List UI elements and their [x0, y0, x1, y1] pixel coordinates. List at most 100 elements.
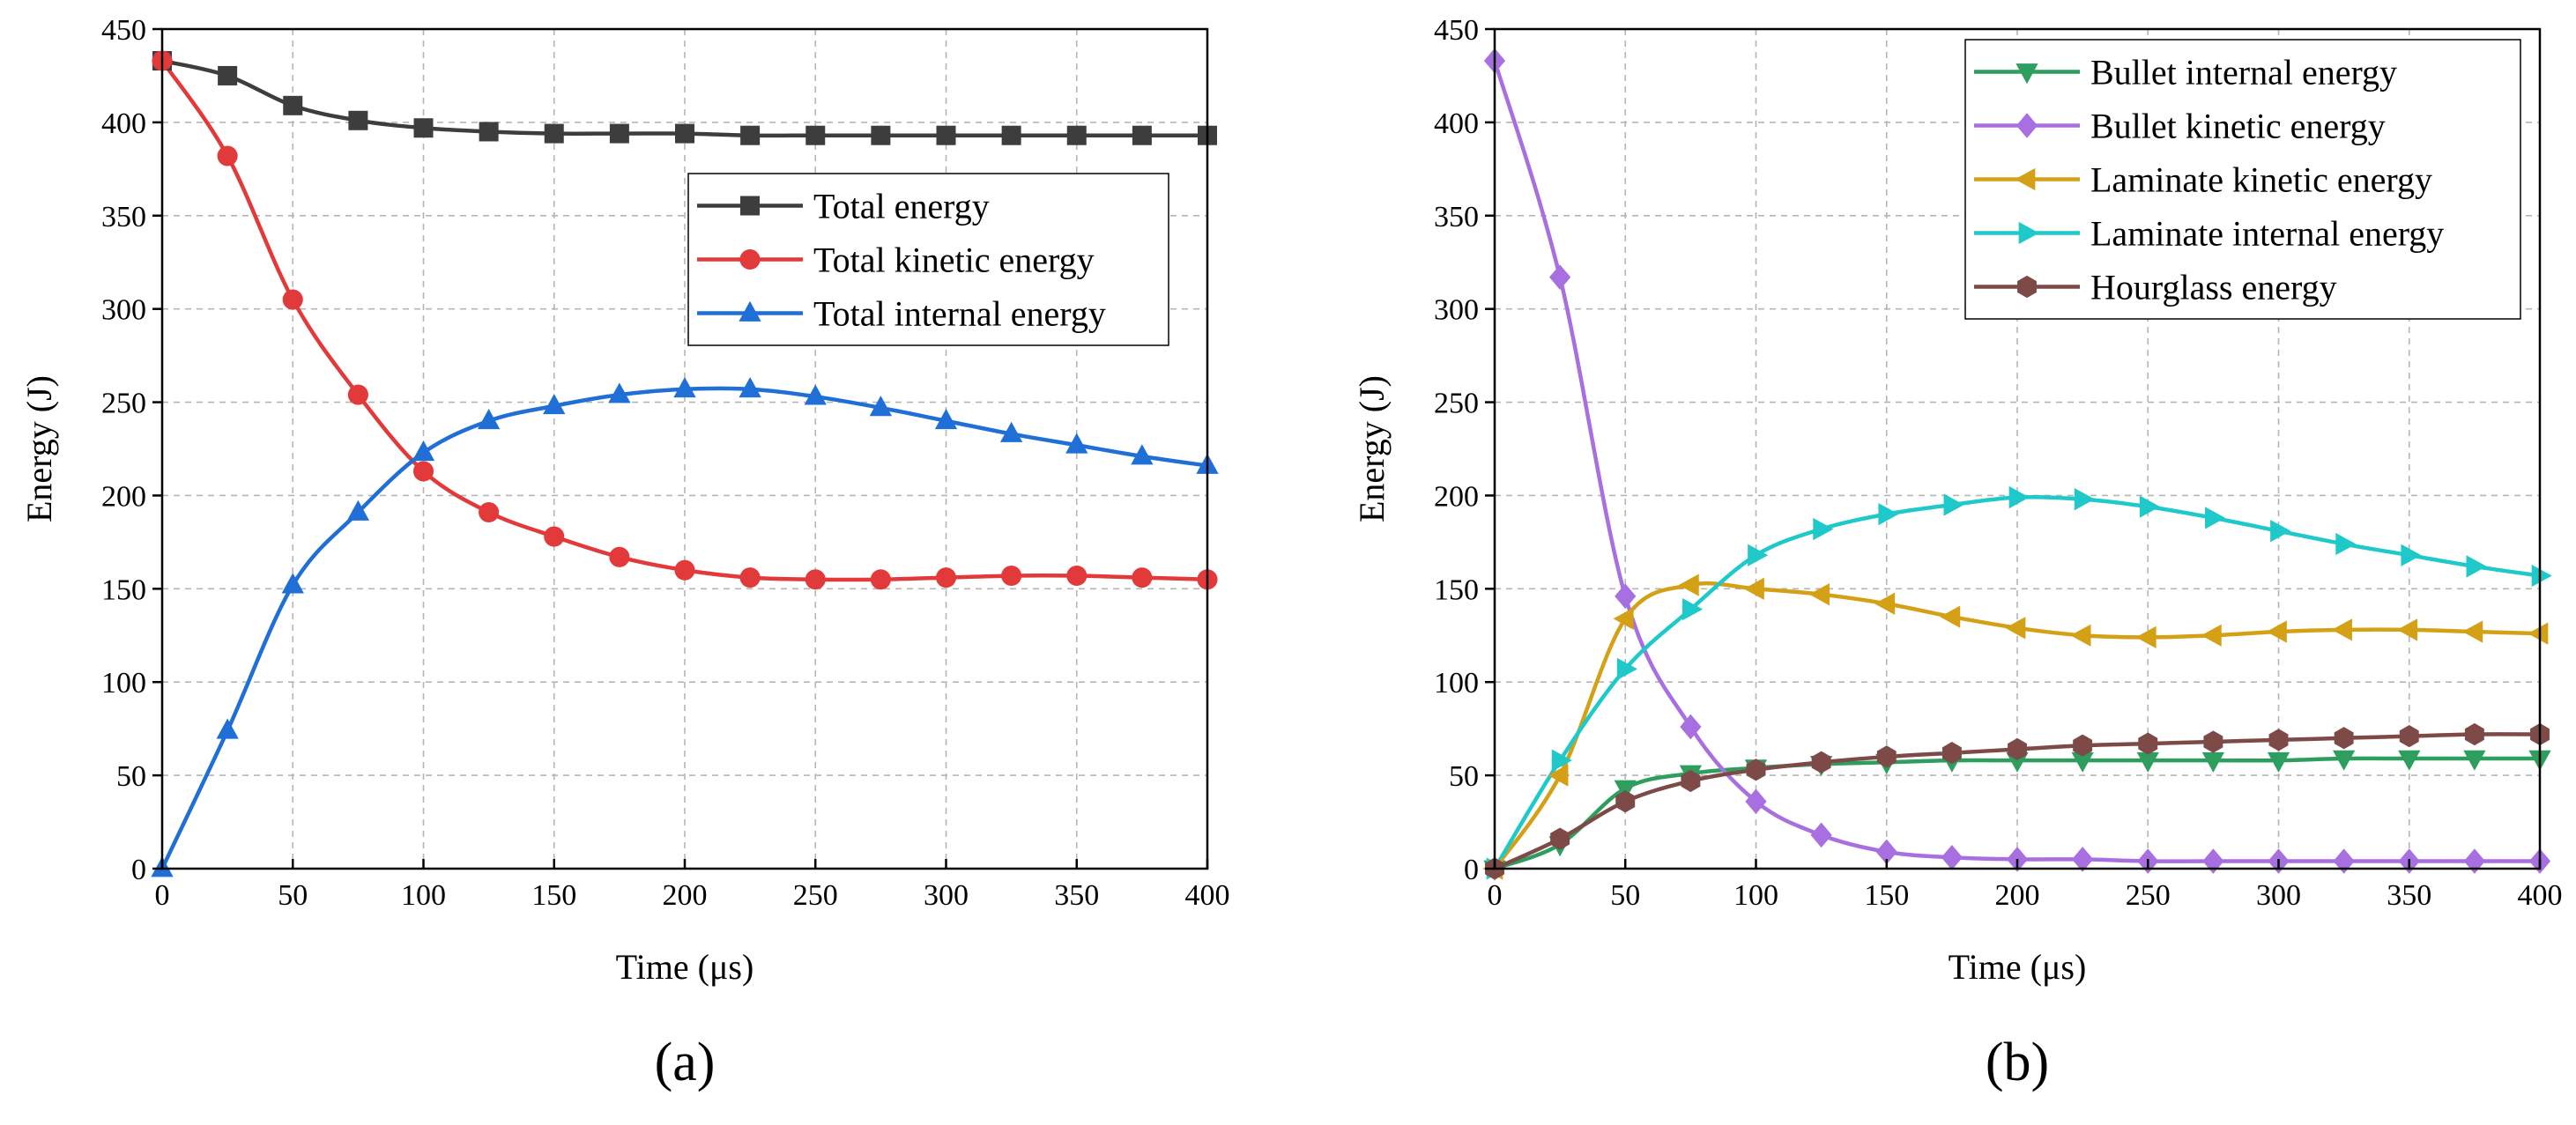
- data-point-2-16: [2528, 622, 2549, 645]
- y-axis-label: Energy (J): [19, 375, 59, 522]
- data-point-0-13: [2332, 750, 2356, 771]
- data-point-0-14: [1066, 125, 1087, 145]
- data-point-2-9: [2070, 624, 2091, 647]
- legend-label-0: Total energy: [813, 187, 990, 226]
- data-point-0-15: [2463, 750, 2486, 771]
- data-point-4-10: [2138, 732, 2158, 755]
- legend-label-4: Hourglass energy: [2090, 268, 2337, 307]
- data-point-2-14: [1065, 433, 1088, 454]
- legend-marker-0: [2016, 63, 2038, 85]
- x-tick-label: 300: [924, 879, 969, 912]
- chart-b: 0 50 100 150 200 250 300 350 400 0 50 100 150 200 250 3…: [1352, 14, 2563, 1092]
- data-point-2-13: [999, 421, 1023, 442]
- data-point-4-9: [2073, 734, 2093, 757]
- data-point-2-12: [2266, 620, 2287, 643]
- data-point-0-7: [609, 123, 629, 144]
- data-point-2-6: [543, 394, 566, 415]
- data-point-1-5: [479, 501, 500, 523]
- data-point-2-1: [1548, 764, 1569, 787]
- legend: Bullet internal energy Bullet kinetic ene…: [1964, 39, 2521, 320]
- data-point-2-10: [804, 384, 827, 405]
- data-point-2-9: [739, 376, 761, 398]
- legend-marker-3: [2018, 221, 2039, 245]
- data-point-3-15: [2466, 555, 2487, 578]
- data-point-2-5: [477, 408, 501, 430]
- data-point-0-15: [1132, 125, 1152, 145]
- data-point-1-13: [1001, 565, 1022, 587]
- data-point-4-13: [2334, 727, 2354, 750]
- x-tick-label: 200: [663, 879, 708, 912]
- data-point-1-3: [1680, 714, 1702, 740]
- data-point-4-7: [1941, 742, 1962, 765]
- y-tick-label: 450: [101, 14, 146, 47]
- data-point-0-10: [2136, 751, 2159, 773]
- data-point-2-6: [1874, 592, 1896, 615]
- y-tick-label: 100: [101, 667, 146, 699]
- x-tick-label: 350: [2387, 879, 2431, 912]
- data-point-4-6: [1876, 745, 1897, 768]
- data-point-2-11: [869, 396, 893, 417]
- x-tick-label: 400: [1185, 879, 1230, 912]
- data-point-0-9: [2071, 751, 2094, 773]
- data-point-4-12: [2268, 729, 2289, 751]
- data-point-0-9: [740, 125, 761, 145]
- data-point-0-10: [805, 125, 826, 145]
- data-point-1-6: [544, 526, 565, 547]
- data-point-1-4: [1745, 788, 1767, 815]
- y-tick-label: 0: [1464, 854, 1479, 886]
- legend-marker-4: [2017, 275, 2037, 299]
- x-tick-label: 250: [793, 879, 838, 912]
- x-tick-label: 150: [531, 879, 576, 912]
- data-point-0-2: [283, 95, 303, 115]
- y-tick-label: 100: [1434, 667, 1479, 699]
- y-tick-label: 250: [101, 388, 146, 420]
- data-point-0-8: [675, 123, 694, 144]
- data-point-1-13: [2333, 848, 2355, 874]
- x-tick-label: 250: [2126, 879, 2171, 912]
- data-point-3-3: [1682, 597, 1704, 621]
- x-tick-label: 400: [2518, 879, 2563, 912]
- data-point-4-14: [2399, 724, 2419, 748]
- data-point-2-10: [2135, 625, 2157, 649]
- data-point-0-3: [348, 110, 368, 130]
- data-point-4-3: [1681, 769, 1701, 793]
- y-tick-label: 350: [1434, 201, 1479, 233]
- data-point-0-8: [2006, 751, 2029, 773]
- data-point-1-10: [805, 569, 826, 590]
- data-point-0-11: [2201, 751, 2225, 773]
- x-tick-label: 0: [1488, 879, 1503, 912]
- data-point-2-3: [346, 500, 370, 521]
- data-point-4-2: [1615, 790, 1636, 813]
- data-point-1-1: [217, 145, 238, 167]
- data-point-0-1: [218, 65, 238, 85]
- data-point-0-14: [2398, 750, 2421, 771]
- y-tick-label: 200: [101, 480, 146, 513]
- data-point-3-13: [2335, 532, 2357, 556]
- data-point-2-3: [1678, 574, 1699, 596]
- x-tick-label: 150: [1864, 879, 1909, 912]
- data-point-1-9: [2072, 847, 2094, 872]
- x-tick-label: 0: [155, 879, 170, 912]
- legend: Total energy Total kinetic energy Total in…: [687, 173, 1169, 346]
- data-point-1-4: [412, 461, 434, 482]
- data-point-1-15: [2463, 848, 2485, 874]
- legend-label-1: Total kinetic energy: [813, 241, 1095, 280]
- x-tick-label: 50: [278, 879, 308, 912]
- data-point-3-4: [1748, 544, 1769, 566]
- data-point-2-4: [1743, 577, 1764, 600]
- y-tick-label: 0: [131, 854, 146, 886]
- data-point-3-8: [2008, 485, 2030, 509]
- data-point-4-5: [1811, 751, 1831, 773]
- data-point-3-1: [1551, 749, 1572, 772]
- data-point-3-9: [2074, 488, 2095, 511]
- legend-marker-0: [740, 196, 760, 216]
- x-tick-label: 100: [401, 879, 446, 912]
- data-point-1-2: [1615, 583, 1637, 610]
- data-point-1-6: [1875, 839, 1897, 865]
- x-tick-label: 50: [1610, 879, 1640, 912]
- data-point-0-13: [1001, 125, 1021, 145]
- legend-label-3: Laminate internal energy: [2090, 214, 2444, 254]
- x-axis-label: Time (μs): [1949, 947, 2087, 987]
- data-point-1-3: [347, 384, 368, 405]
- data-point-4-8: [2008, 737, 2027, 761]
